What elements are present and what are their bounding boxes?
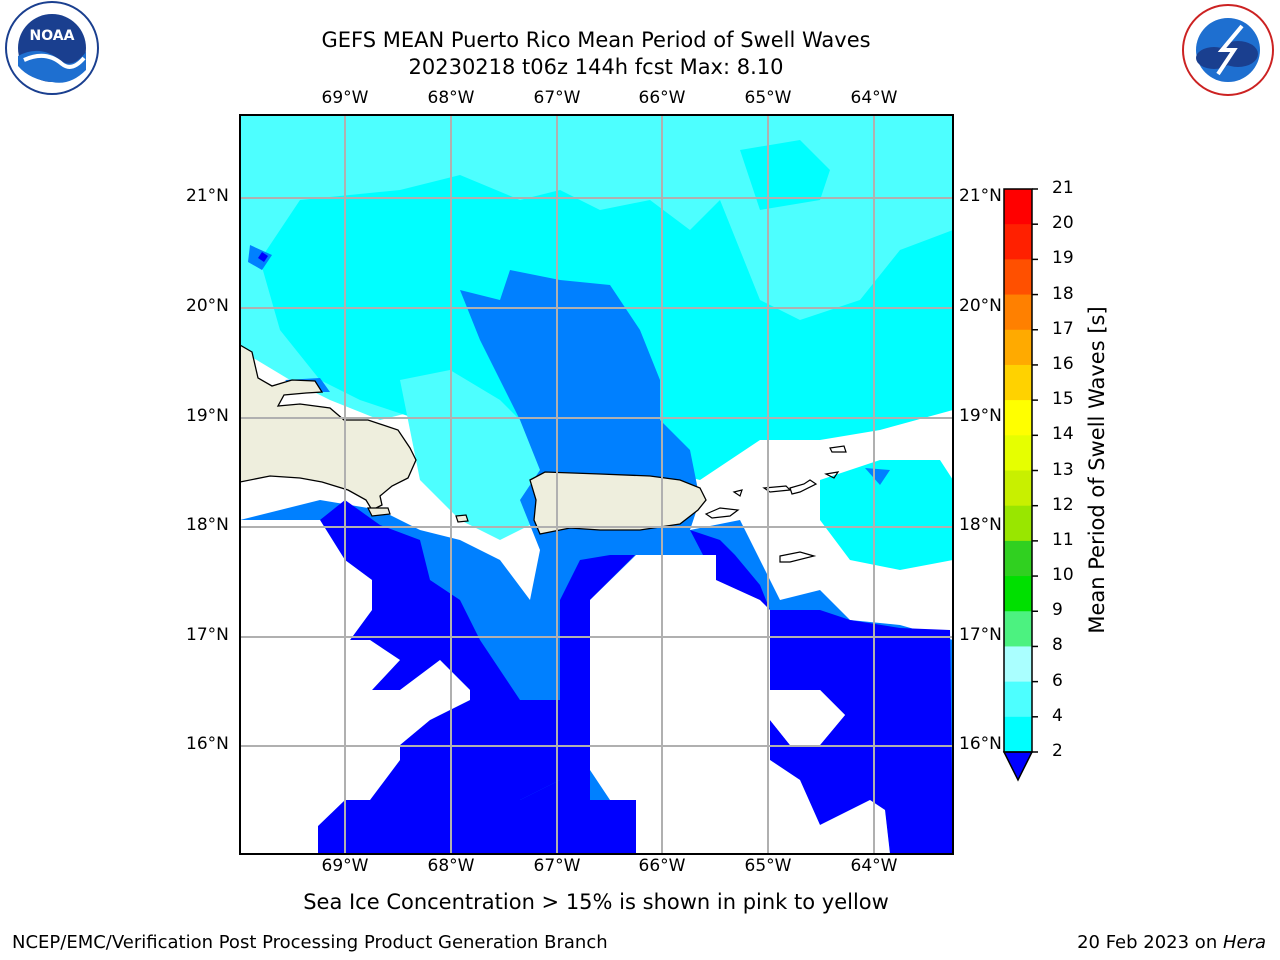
lat-label-right: 19°N — [959, 406, 1002, 426]
sea-ice-note: Sea Ice Concentration > 15% is shown in … — [303, 890, 889, 914]
colorbar-tick-label: 20 — [1052, 213, 1074, 234]
lat-label-left: 19°N — [186, 406, 229, 426]
lon-label-bottom: 68°W — [427, 856, 475, 876]
noaa-logo-text: NOAA — [30, 28, 75, 44]
footer-date: 20 Feb 2023 on Hera — [1077, 932, 1266, 953]
lat-label-right: 17°N — [959, 625, 1002, 645]
map-subtitle: 20230218 t06z 144h fcst Max: 8.10 — [408, 55, 784, 79]
footer-date-text: 20 Feb 2023 on — [1077, 932, 1223, 953]
lat-label-left: 21°N — [186, 186, 229, 206]
colorbar-segment — [1004, 540, 1032, 577]
lon-label-top: 68°W — [427, 88, 475, 108]
colorbar-segment — [1004, 364, 1032, 401]
lat-label-right: 20°N — [959, 296, 1002, 316]
colorbar-segment — [1004, 716, 1032, 753]
colorbar-segment — [1004, 294, 1032, 331]
lon-label-bottom: 64°W — [850, 856, 898, 876]
colorbar-segment — [1004, 259, 1032, 296]
colorbar-tick-label: 21 — [1052, 178, 1074, 198]
lon-label-top: 64°W — [850, 88, 898, 108]
colorbar-segment — [1004, 435, 1032, 471]
hispaniola-land — [240, 344, 417, 511]
colorbar-segment — [1004, 576, 1032, 612]
lat-label-right: 18°N — [959, 515, 1002, 535]
colorbar-tick-label: 11 — [1052, 529, 1074, 550]
lon-label-bottom: 66°W — [638, 856, 686, 876]
colorbar-tick-label: 15 — [1052, 389, 1074, 410]
colorbar-tick-label: 18 — [1052, 283, 1074, 304]
colorbar-segment — [1004, 505, 1032, 542]
nws-logo — [1182, 4, 1274, 96]
colorbar-tick-label: 16 — [1052, 353, 1074, 374]
map-title: GEFS MEAN Puerto Rico Mean Period of Swe… — [321, 28, 871, 52]
lat-label-left: 20°N — [186, 296, 229, 316]
footer-credit: NCEP/EMC/Verification Post Processing Pr… — [12, 932, 608, 953]
colorbar-extend-arrow — [1002, 751, 1034, 782]
colorbar-tick-label: 8 — [1052, 635, 1063, 656]
lat-label-right: 21°N — [959, 186, 1002, 206]
colorbar-tick-label: 2 — [1052, 741, 1063, 761]
colorbar-tick-label: 12 — [1052, 494, 1074, 515]
graticule — [240, 115, 953, 854]
colorbar-segment — [1004, 189, 1032, 225]
lon-label-top: 66°W — [638, 88, 686, 108]
colorbar-tick-label: 4 — [1052, 705, 1063, 726]
colorbar-tick-label: 13 — [1052, 459, 1074, 480]
lon-label-top: 67°W — [533, 88, 581, 108]
colorbar-tick-label: 17 — [1052, 318, 1074, 339]
lon-label-bottom: 67°W — [533, 856, 581, 876]
map-frame — [239, 114, 954, 855]
lon-label-bottom: 69°W — [321, 856, 369, 876]
lat-label-left: 18°N — [186, 515, 229, 535]
colorbar-segment — [1004, 646, 1032, 683]
colorbar-tick-label: 6 — [1052, 670, 1063, 691]
colorbar-tick-label: 9 — [1052, 600, 1063, 621]
colorbar-segment — [1004, 329, 1032, 366]
colorbar-tick-label: 14 — [1052, 424, 1074, 445]
lon-label-bottom: 65°W — [744, 856, 792, 876]
lat-label-left: 16°N — [186, 734, 229, 754]
lon-label-top: 69°W — [321, 88, 369, 108]
lon-label-top: 65°W — [744, 88, 792, 108]
colorbar-segment — [1004, 400, 1032, 436]
colorbar-segment — [1004, 224, 1032, 260]
colorbar-segment — [1004, 611, 1032, 647]
colorbar-title: Mean Period of Swell Waves [s] — [1085, 306, 1109, 634]
lat-label-right: 16°N — [959, 734, 1002, 754]
colorbar-segment — [1004, 681, 1032, 718]
colorbar — [1002, 188, 1038, 782]
noaa-logo: NOAA — [5, 1, 99, 95]
colorbar-segment — [1004, 470, 1032, 507]
lat-label-left: 17°N — [186, 625, 229, 645]
footer-machine: Hera — [1222, 932, 1266, 953]
colorbar-tick-label: 19 — [1052, 248, 1074, 269]
colorbar-tick-label: 10 — [1052, 565, 1074, 586]
